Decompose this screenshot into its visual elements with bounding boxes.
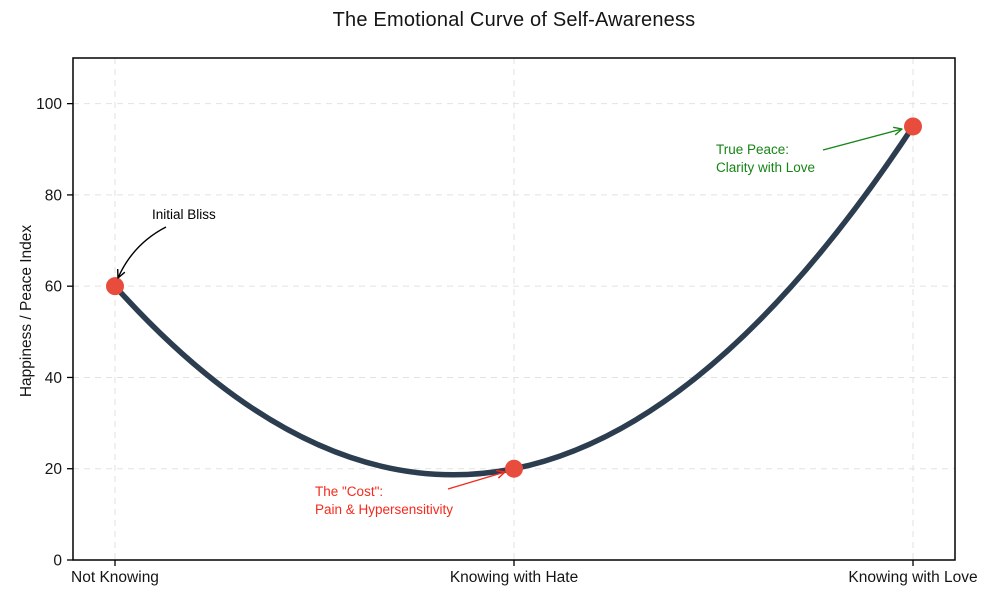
data-point: [106, 277, 124, 296]
annotation-text-line: Clarity with Love: [716, 160, 816, 175]
annotation-arrow: [822, 128, 903, 151]
y-tick-label: 60: [45, 279, 63, 296]
y-tick-label: 0: [53, 553, 62, 570]
x-tick-label: Knowing with Love: [848, 569, 977, 586]
annotation-arrowhead: [893, 126, 903, 136]
annotation-the-cost: The "Cost": Pain & Hypersensitivity: [315, 483, 453, 519]
data-point: [904, 117, 922, 136]
y-tick-label: 20: [45, 461, 63, 478]
data-point: [505, 459, 523, 478]
annotation-text-line: Initial Bliss: [152, 207, 216, 222]
annotation-text-line: Pain & Hypersensitivity: [315, 502, 454, 517]
annotation-arrow: [447, 471, 506, 490]
y-tick-label: 40: [45, 370, 63, 387]
annotation-initial-bliss: Initial Bliss: [152, 206, 216, 224]
annotation-arrowhead: [496, 469, 506, 479]
chart-title: The Emotional Curve of Self-Awareness: [332, 9, 696, 31]
x-tick-label: Not Knowing: [71, 569, 159, 586]
annotation-text-line: True Peace:: [716, 142, 790, 157]
y-tick-label: 80: [45, 187, 63, 204]
annotation-true-peace: True Peace: Clarity with Love: [716, 141, 815, 177]
annotation-text-line: The "Cost":: [315, 484, 384, 499]
annotation-arrow: [117, 226, 167, 279]
plot-border: [72, 57, 956, 561]
y-tick-label: 100: [36, 96, 62, 113]
annotation-arrowhead: [116, 268, 126, 279]
x-tick-label: Knowing with Hate: [450, 569, 578, 586]
